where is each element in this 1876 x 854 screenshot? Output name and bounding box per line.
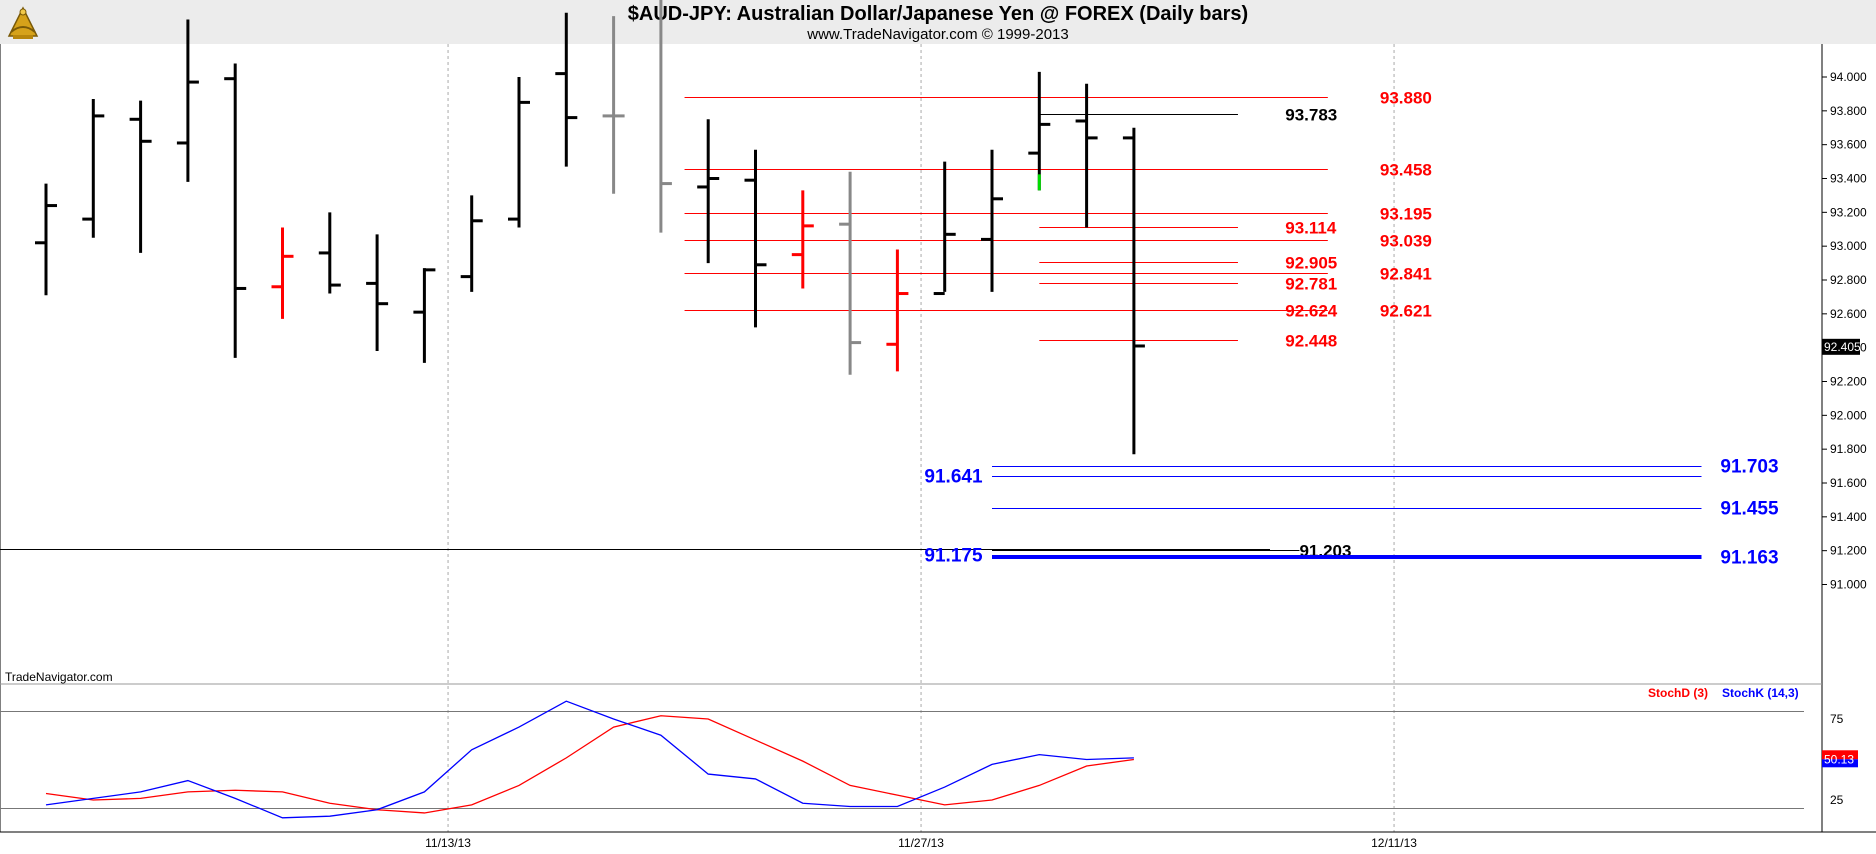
level-label: 91.703 bbox=[1720, 457, 1778, 478]
level-label: 92.905 bbox=[1285, 254, 1337, 273]
last-price-label: 92.405 bbox=[1824, 340, 1861, 354]
level-label: 92.448 bbox=[1285, 332, 1337, 351]
stoch-value-box-top bbox=[1822, 750, 1858, 760]
price-tick-label: 92.800 bbox=[1830, 273, 1867, 287]
price-tick-label: 91.400 bbox=[1830, 510, 1867, 524]
stoch-value-box-bottom bbox=[1822, 759, 1858, 768]
chart-title: $AUD-JPY: Australian Dollar/Japanese Yen… bbox=[627, 3, 1249, 25]
last-price-box bbox=[1822, 338, 1860, 355]
ohlc-bar bbox=[176, 19, 199, 182]
chart-subtitle: www.TradeNavigator.com © 1999-2013 bbox=[807, 26, 1069, 43]
ohlc-bar bbox=[366, 234, 389, 352]
ohlc-bar bbox=[744, 149, 767, 328]
level-label: 91.163 bbox=[1720, 548, 1778, 569]
level-label: 91.175 bbox=[924, 546, 983, 567]
level-label: 91.455 bbox=[1720, 499, 1779, 520]
stoch-tick-label: 25 bbox=[1830, 793, 1844, 807]
price-tick-label: 92.200 bbox=[1830, 375, 1867, 389]
ohlc-bar bbox=[35, 183, 57, 296]
ohlc-bar bbox=[602, 16, 625, 194]
ohlc-bar bbox=[318, 212, 341, 294]
price-tick-label: 92.600 bbox=[1830, 307, 1867, 321]
price-tick-label: 93.200 bbox=[1830, 205, 1867, 219]
ohlc-bar bbox=[697, 119, 720, 264]
price-tick-label: 92.000 bbox=[1830, 408, 1867, 422]
ohlc-bar bbox=[791, 190, 814, 289]
ohlc-bar bbox=[1028, 71, 1051, 191]
stoch-k-line bbox=[45, 700, 1134, 819]
price-tick-label: 91.600 bbox=[1830, 476, 1867, 490]
ohlc-bar bbox=[271, 227, 294, 319]
ohlc-bar bbox=[659, 0, 672, 233]
legend-stoch-d: StochD (3) bbox=[1648, 686, 1708, 700]
ohlc-bar bbox=[1122, 127, 1145, 455]
level-label: 93.783 bbox=[1285, 106, 1337, 125]
ohlc-bar bbox=[1075, 83, 1098, 228]
price-tick-label: 94.000 bbox=[1830, 70, 1867, 84]
price-tick-label: 91.200 bbox=[1830, 544, 1867, 558]
ohlc-bar bbox=[886, 249, 909, 372]
stoch-tick-label: 75 bbox=[1830, 712, 1844, 726]
sextant-logo-icon bbox=[7, 6, 39, 39]
price-tick-label: 93.800 bbox=[1830, 104, 1867, 118]
stoch-d-line bbox=[45, 715, 1134, 814]
date-tick-label: 11/27/13 bbox=[898, 836, 944, 850]
level-label: 92.624 bbox=[1285, 302, 1338, 321]
ohlc-bar bbox=[839, 171, 862, 375]
level-label: 92.621 bbox=[1380, 302, 1432, 321]
level-label: 92.841 bbox=[1380, 265, 1432, 284]
ohlc-bar bbox=[933, 161, 956, 296]
date-tick-label: 12/11/13 bbox=[1371, 836, 1417, 850]
level-label: 93.458 bbox=[1380, 161, 1432, 180]
level-label: 93.880 bbox=[1380, 89, 1432, 108]
level-label: 93.114 bbox=[1285, 219, 1337, 238]
level-label: 93.195 bbox=[1380, 205, 1432, 224]
ohlc-bar bbox=[981, 149, 1003, 292]
price-tick-label: 93.600 bbox=[1830, 138, 1867, 152]
ohlc-bar bbox=[224, 63, 247, 358]
date-tick-label: 11/13/13 bbox=[425, 836, 471, 850]
level-label: 93.039 bbox=[1380, 232, 1432, 251]
price-tick-label: 93.000 bbox=[1830, 239, 1867, 253]
price-tick-label: 91.000 bbox=[1830, 578, 1867, 592]
legend-stoch-k: StochK (14,3) bbox=[1722, 686, 1799, 700]
price-axis-panel bbox=[1822, 44, 1876, 854]
ohlc-bar bbox=[555, 12, 578, 167]
ohlc-bar bbox=[460, 195, 483, 292]
watermark: TradeNavigator.com bbox=[5, 670, 113, 684]
chart-header: $AUD-JPY: Australian Dollar/Japanese Yen… bbox=[0, 0, 1876, 44]
price-tick-label: 93.400 bbox=[1830, 172, 1867, 186]
ohlc-bar bbox=[129, 100, 152, 253]
level-label: 92.781 bbox=[1285, 275, 1337, 294]
ohlc-bar bbox=[413, 268, 436, 363]
ohlc-bar bbox=[508, 77, 530, 228]
stoch-last-value: 50.13 bbox=[1824, 752, 1854, 766]
ohlc-bar bbox=[82, 98, 105, 238]
price-tick-label: 91.800 bbox=[1830, 442, 1867, 456]
level-label: 91.641 bbox=[924, 467, 983, 488]
